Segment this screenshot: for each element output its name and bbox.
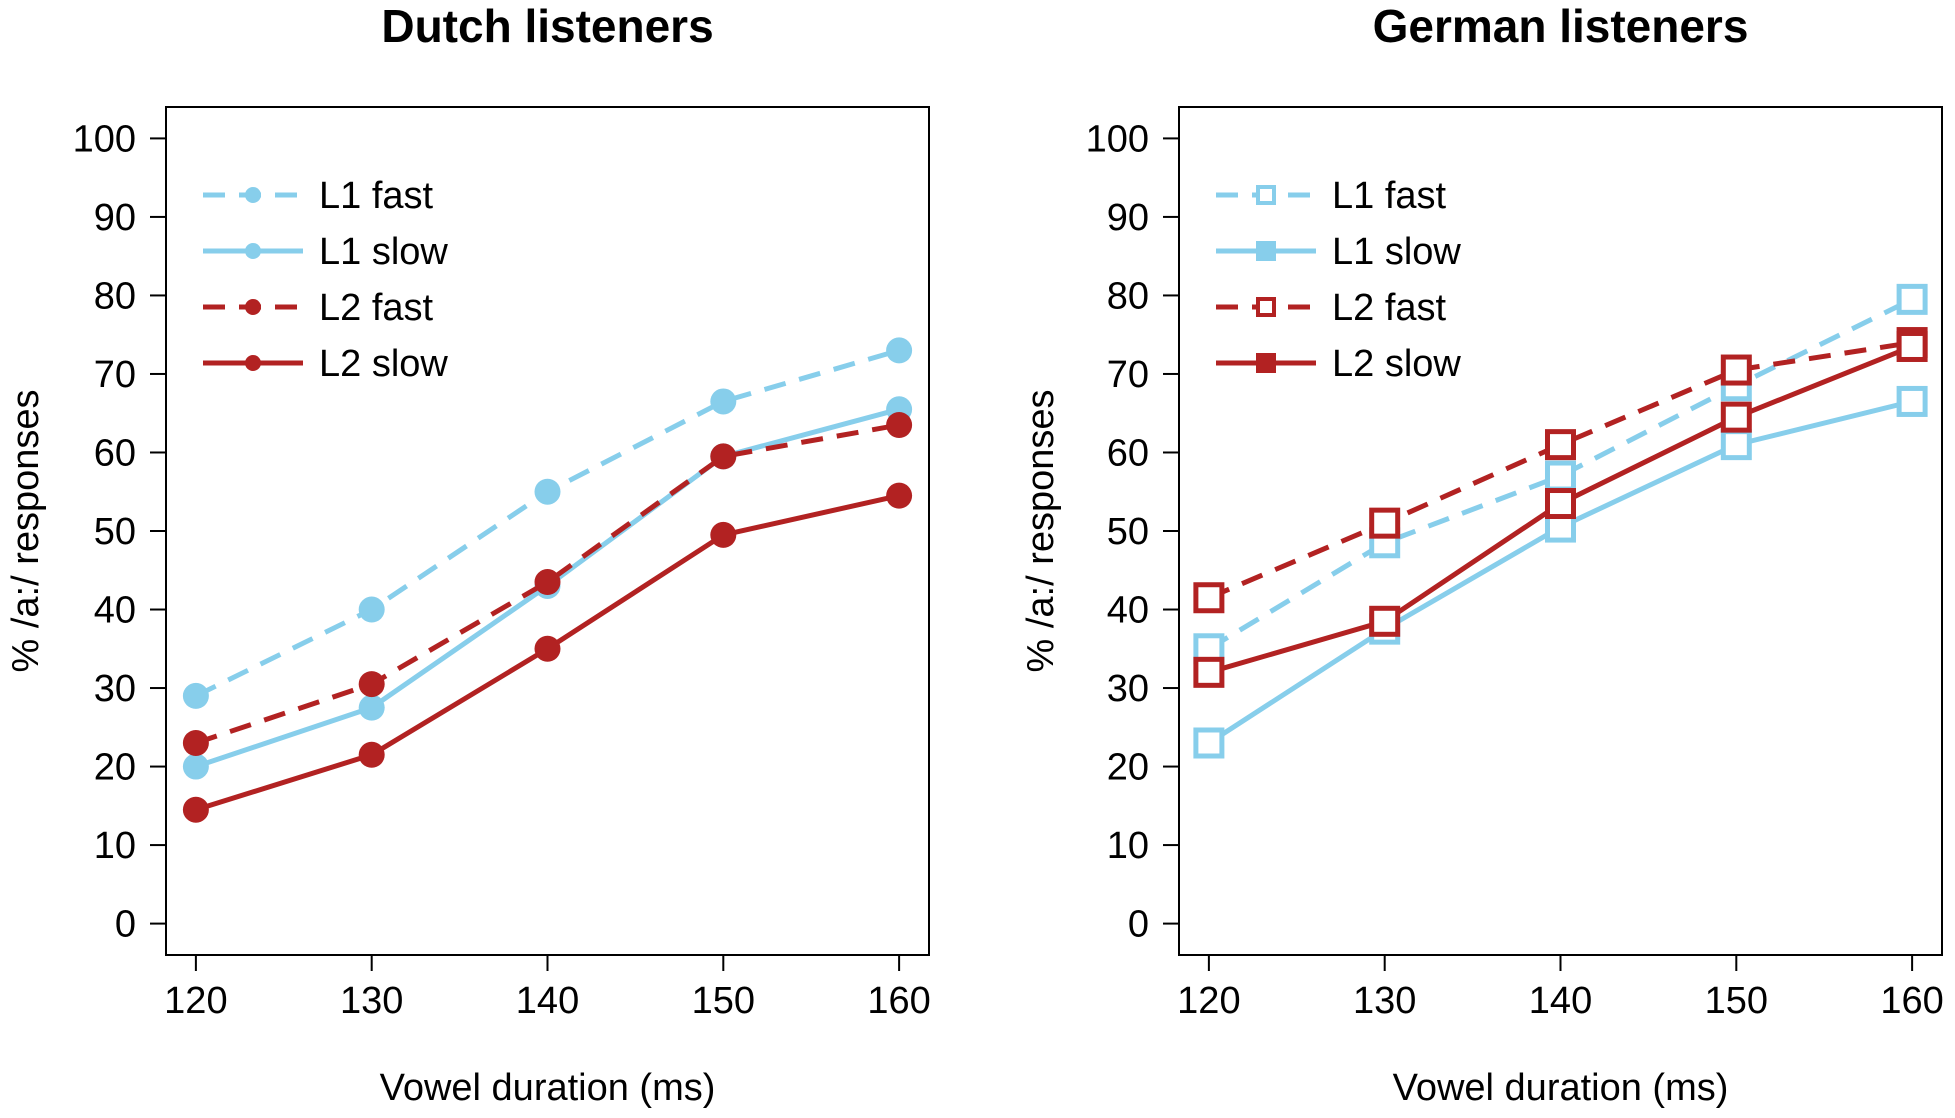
data-point-l1-slow <box>1720 429 1752 461</box>
y-tick-label: 30 <box>1107 668 1149 710</box>
data-point-l2-fast <box>182 730 209 756</box>
y-tick-label: 90 <box>94 197 136 239</box>
x-axis-label: Vowel duration (ms) <box>380 1067 716 1109</box>
data-point-l2-slow <box>182 796 209 823</box>
data-point-l2-fast <box>1369 507 1401 539</box>
dutch-listeners-panel: Dutch listeners 0 10 20 30 40 50 60 70 80 90 100 120… <box>5 0 931 1109</box>
data-point-l1-fast <box>1545 460 1576 492</box>
y-axis-label: % /a:/ responses <box>5 389 47 672</box>
data-point-l2-fast <box>1545 429 1576 461</box>
chart-title: Dutch listeners <box>381 0 713 52</box>
legend-marker-l1-slow <box>1256 241 1276 261</box>
data-point-l2-slow <box>534 635 561 662</box>
data-point-l2-fast <box>886 412 913 438</box>
series-line-l2-fast <box>1207 340 1913 601</box>
data-point-l1-fast <box>886 337 913 364</box>
legend-label-l2-slow: L2 slow <box>1332 343 1461 385</box>
data-point-l2-slow <box>1545 488 1576 520</box>
legend-marker-l2-fast <box>245 299 261 315</box>
x-tick-label: 160 <box>1880 980 1943 1022</box>
legend-label-l2-fast: L2 fast <box>319 287 434 329</box>
legend-marker-l1-fast <box>1256 185 1276 205</box>
data-point-l1-fast <box>710 388 737 415</box>
data-point-l2-fast <box>710 443 737 470</box>
legend-label-l2-fast: L2 fast <box>1332 287 1447 329</box>
data-point-l2-slow <box>358 741 385 768</box>
series-line-l2-fast <box>195 422 900 746</box>
y-tick-label: 20 <box>94 747 136 789</box>
y-tick-label: 100 <box>73 118 136 160</box>
data-point-l1-slow <box>182 753 209 780</box>
legend-label-l2-slow: L2 slow <box>319 343 448 385</box>
plot-frame <box>165 106 930 956</box>
legend-label-l1-slow: L1 slow <box>319 231 448 273</box>
legend-label-l1-slow: L1 slow <box>1332 231 1461 273</box>
legend-marker-l1-fast <box>245 187 261 203</box>
y-tick-label: 50 <box>94 511 136 553</box>
data-point-l1-fast <box>182 682 209 709</box>
x-tick-label: 160 <box>867 980 930 1022</box>
german-listeners-panel: German listeners 0 10 20 30 40 50 60 70 80 90 100 12… <box>1020 0 1944 1109</box>
legend-label-l1-fast: L1 fast <box>1332 175 1447 217</box>
data-point-l2-fast <box>1720 354 1752 386</box>
x-tick-label: 150 <box>692 980 755 1022</box>
y-tick-label: 40 <box>94 590 136 632</box>
data-point-l1-slow <box>358 694 385 721</box>
data-point-l2-fast <box>534 569 561 596</box>
x-axis-label: Vowel duration (ms) <box>1393 1067 1729 1109</box>
x-tick-label: 130 <box>1353 980 1416 1022</box>
y-tick-label: 90 <box>1107 197 1149 239</box>
x-tick-label: 140 <box>1529 980 1592 1022</box>
data-point-l2-slow <box>1369 605 1401 637</box>
data-point-l2-slow <box>1193 656 1225 688</box>
data-point-l1-fast <box>358 596 385 623</box>
chart-title: German listeners <box>1373 0 1749 52</box>
legend-marker-l1-slow <box>245 243 261 259</box>
legend-label-l1-fast: L1 fast <box>319 175 434 217</box>
y-tick-label: 80 <box>94 275 136 317</box>
y-tick-label: 60 <box>1107 432 1149 474</box>
y-tick-label: 30 <box>94 668 136 710</box>
y-tick-label: 70 <box>1107 354 1149 396</box>
legend-marker-l2-fast <box>1256 297 1276 317</box>
data-point-l1-fast <box>1896 283 1928 315</box>
x-tick-label: 120 <box>164 980 227 1022</box>
data-point-l1-slow <box>1896 385 1928 417</box>
y-tick-label: 80 <box>1107 275 1149 317</box>
legend-marker-l2-slow <box>1256 353 1276 373</box>
y-axis-label: % /a:/ responses <box>1020 389 1062 672</box>
y-tick-label: 50 <box>1107 511 1149 553</box>
y-tick-label: 70 <box>94 354 136 396</box>
y-tick-label: 0 <box>1128 904 1149 946</box>
data-point-l1-slow <box>1193 727 1225 759</box>
y-tick-label: 10 <box>94 825 136 867</box>
x-tick-label: 130 <box>340 980 403 1022</box>
y-tick-label: 10 <box>1107 825 1149 867</box>
y-tick-label: 0 <box>115 904 136 946</box>
data-point-l2-fast <box>1193 582 1225 614</box>
x-tick-label: 150 <box>1705 980 1768 1022</box>
data-point-l2-slow <box>1720 401 1752 433</box>
data-point-l2-slow <box>710 521 737 548</box>
y-tick-label: 20 <box>1107 747 1149 789</box>
y-tick-label: 60 <box>94 432 136 474</box>
data-point-l2-slow <box>886 482 913 509</box>
x-tick-label: 120 <box>1177 980 1240 1022</box>
data-point-l2-fast <box>358 671 385 698</box>
data-point-l1-fast <box>534 478 561 505</box>
series-line-l1-fast <box>1207 297 1914 651</box>
x-tick-label: 140 <box>516 980 579 1022</box>
y-tick-label: 40 <box>1107 590 1149 632</box>
y-tick-label: 100 <box>1086 118 1149 160</box>
data-point-l2-slow <box>1896 330 1928 362</box>
legend-marker-l2-slow <box>245 355 261 371</box>
